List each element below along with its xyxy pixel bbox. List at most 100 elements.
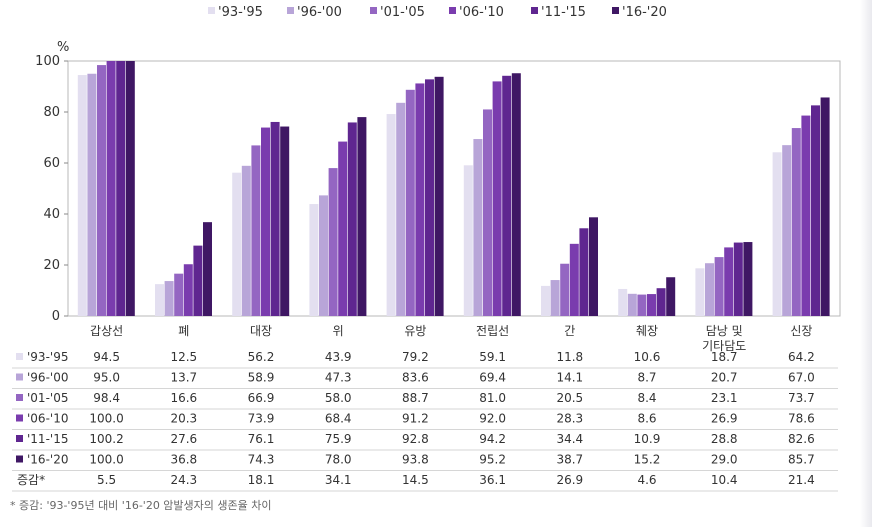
legend-swatch — [449, 7, 456, 14]
legend-swatch — [370, 7, 377, 14]
diff-cell: 10.4 — [711, 473, 738, 487]
table-cell: 73.9 — [248, 412, 275, 426]
legend-label: '93-'95 — [218, 5, 263, 20]
diff-row-label: 증감* — [17, 473, 45, 487]
chart-plot-area: 0 20 40 60 80 100 — [35, 54, 841, 324]
x-tick-label-line: 췌장 — [636, 324, 658, 338]
bar — [772, 152, 782, 316]
bar — [386, 114, 396, 316]
table-row-swatch — [16, 373, 23, 381]
table-row-label: '96-'00 — [27, 371, 68, 385]
diff-cell: 14.5 — [402, 473, 429, 487]
bar — [724, 247, 734, 316]
table-cell: 20.7 — [711, 371, 738, 385]
table-cell: 68.4 — [325, 412, 352, 426]
bar — [647, 294, 656, 316]
y-axis-unit: % — [57, 40, 69, 55]
x-tick-label-line: 기타담도 — [702, 339, 746, 353]
data-table: '93-'95 94.5 12.5 56.2 43.9 79.2 59.1 11.8 10.6 1… — [12, 350, 838, 492]
bar — [396, 102, 406, 316]
table-cell: 92.8 — [402, 432, 429, 446]
table-cell: 10.6 — [634, 350, 661, 364]
table-cell: 75.9 — [325, 432, 352, 446]
x-tick-label-line: 위 — [333, 324, 344, 338]
legend-label: '96-'00 — [297, 5, 342, 20]
table-row-label: '06-'10 — [27, 412, 68, 426]
table-cell: 13.7 — [170, 371, 197, 385]
bar — [733, 242, 743, 316]
diff-cell: 18.1 — [248, 473, 275, 487]
bar — [502, 75, 512, 316]
table-cell: 85.7 — [788, 453, 815, 467]
table-cell: 95.2 — [479, 453, 506, 467]
bar — [87, 73, 97, 316]
diff-cell: 5.5 — [97, 473, 116, 487]
table-cell: 93.8 — [402, 453, 429, 467]
x-tick-label: 대장 — [250, 324, 272, 338]
bar — [415, 83, 425, 316]
bar — [270, 121, 280, 316]
table-row-label: '16-'20 — [27, 453, 68, 467]
bar — [183, 264, 193, 316]
bar — [116, 61, 126, 316]
table-cell: 8.6 — [637, 412, 656, 426]
legend-swatch — [208, 7, 215, 14]
table-cell: 82.6 — [788, 432, 815, 446]
table-cell: 74.3 — [248, 453, 275, 467]
table-cell: 76.1 — [248, 432, 275, 446]
table-cell: 16.6 — [170, 391, 197, 405]
table-cell: 81.0 — [479, 391, 506, 405]
x-tick-label: 전립선 — [476, 324, 509, 338]
table-row-swatch — [16, 435, 23, 442]
table-cell: 27.6 — [170, 432, 197, 446]
bar — [483, 109, 492, 316]
bar — [541, 285, 550, 316]
x-tick-label: 유방 — [404, 324, 426, 338]
x-tick-label-line: 신장 — [790, 324, 812, 338]
x-tick-label-line: 유방 — [404, 324, 426, 338]
bar — [251, 145, 261, 316]
table-cell: 34.4 — [556, 432, 583, 446]
page-edge — [860, 0, 872, 527]
bar — [627, 293, 637, 316]
x-tick-label: 위 — [333, 324, 344, 338]
table-cell: 8.4 — [637, 391, 656, 405]
table-cell: 95.0 — [93, 371, 120, 385]
table-cell: 73.7 — [788, 391, 815, 405]
bar — [232, 172, 242, 316]
x-tick-label-line: 대장 — [250, 324, 272, 338]
bar — [492, 81, 502, 317]
table-cell: 98.4 — [93, 391, 120, 405]
table-cell: 8.7 — [637, 371, 656, 385]
table-cell: 23.1 — [711, 391, 738, 405]
bar — [463, 165, 473, 316]
bar — [560, 263, 570, 316]
bar — [589, 217, 598, 316]
table-cell: 59.1 — [479, 350, 506, 364]
table-cell: 69.4 — [479, 371, 506, 385]
table-cell: 36.8 — [170, 453, 197, 467]
x-tick-label: 갑상선 — [90, 324, 123, 338]
table-cell: 100.0 — [89, 453, 123, 467]
table-cell: 20.5 — [556, 391, 583, 405]
diff-cell: 26.9 — [556, 473, 583, 487]
bar — [618, 288, 628, 316]
diff-cell: 24.3 — [170, 473, 197, 487]
diff-cell: 34.1 — [325, 473, 352, 487]
bar — [714, 257, 724, 316]
legend-swatch — [531, 7, 538, 14]
table-cell: 64.2 — [788, 350, 815, 364]
bar — [106, 61, 116, 316]
table-cell: 94.2 — [479, 432, 506, 446]
bar — [511, 73, 521, 317]
bar — [241, 165, 251, 316]
x-tick-label-line: 갑상선 — [90, 324, 123, 338]
bar — [434, 76, 444, 316]
table-cell: 15.2 — [634, 453, 661, 467]
table-cell: 78.0 — [325, 453, 352, 467]
bar — [203, 222, 212, 316]
bar — [164, 281, 174, 316]
table-cell: 79.2 — [402, 350, 429, 364]
table-cell: 18.7 — [711, 350, 738, 364]
